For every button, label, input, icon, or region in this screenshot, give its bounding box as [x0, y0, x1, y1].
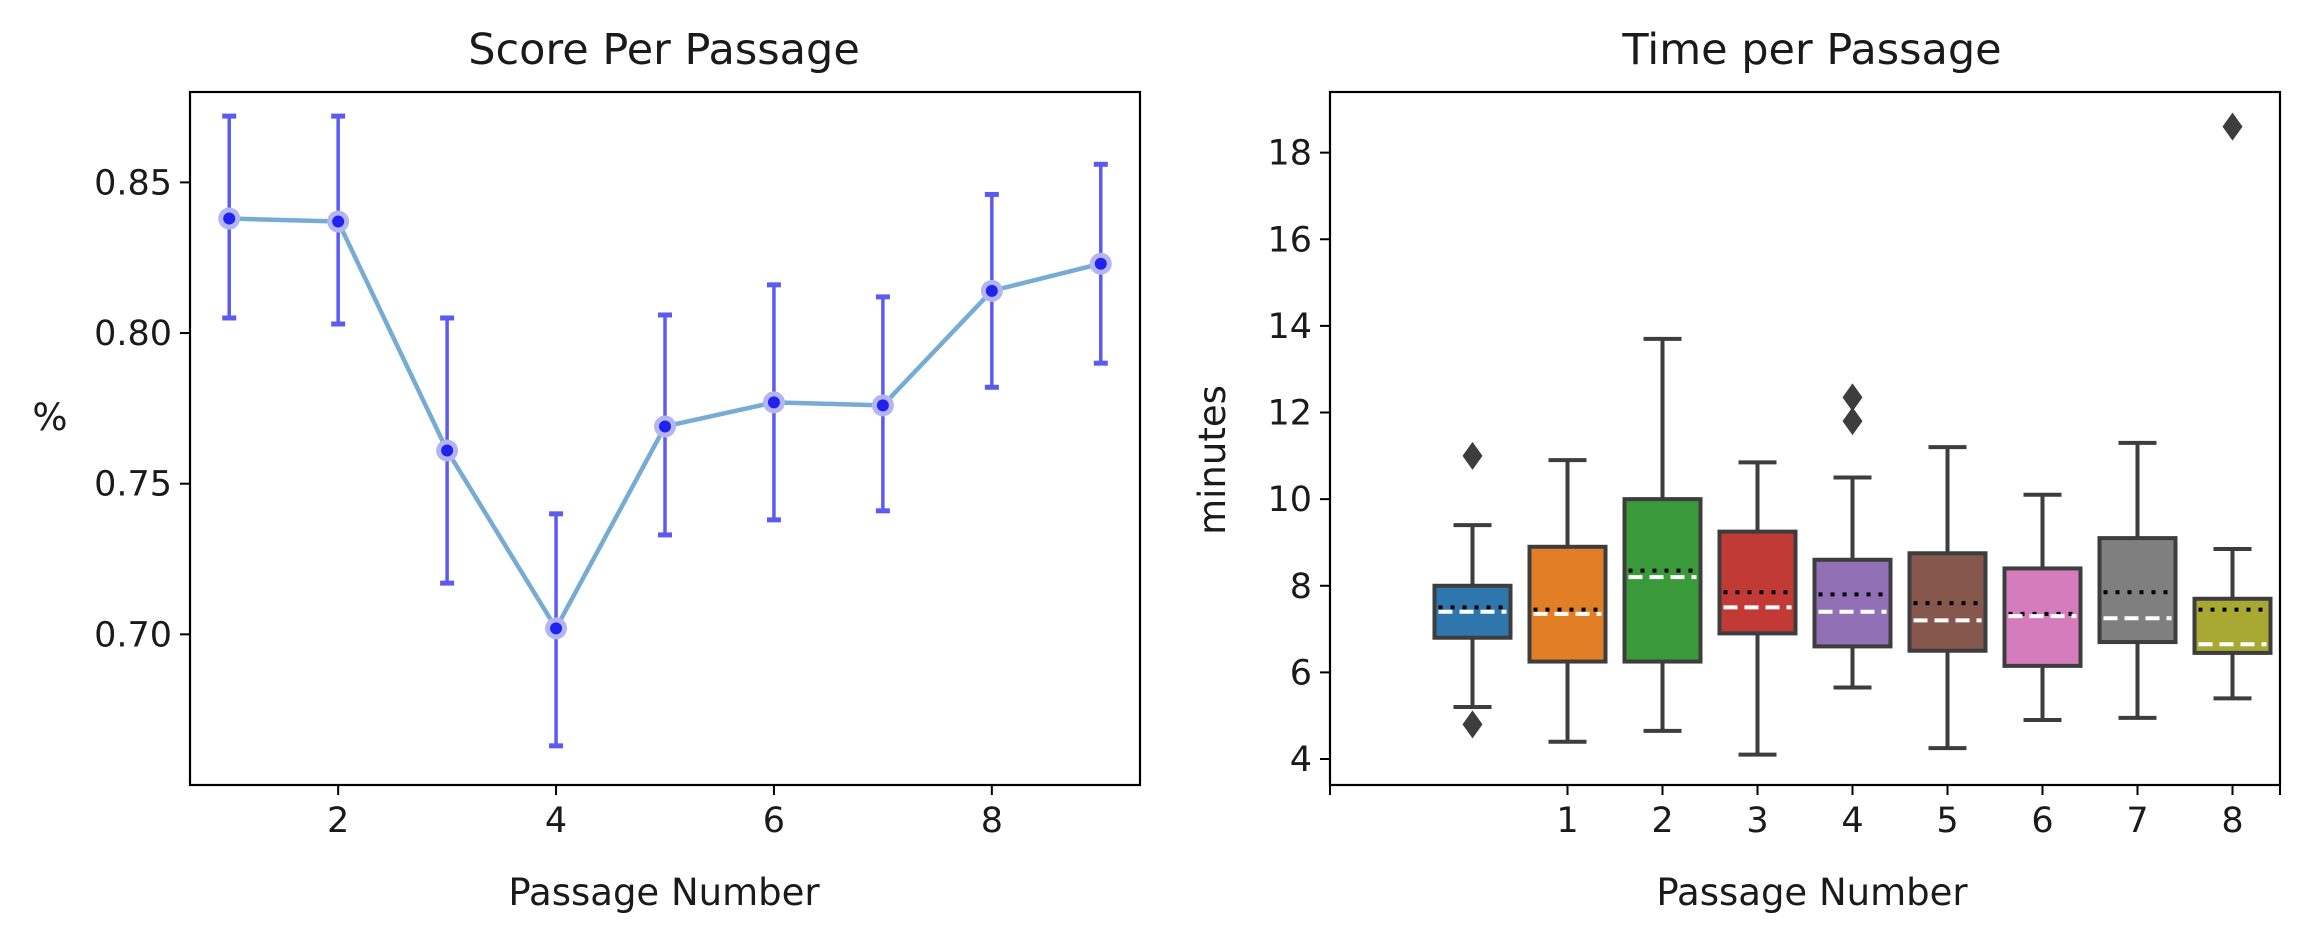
x-axis-label: Passage Number	[508, 871, 820, 914]
outlier-point	[1462, 710, 1483, 739]
data-point	[767, 396, 780, 409]
x-tick-label: 3	[1746, 801, 1768, 841]
score-per-passage-chart: Score Per Passage Passage Number % 2 4 6 8 0…	[32, 25, 1142, 914]
y-tick-label: 0.70	[94, 615, 172, 655]
x-tick-label: 4	[545, 801, 567, 841]
y-tick-label: 0.80	[94, 314, 172, 354]
outlier-point	[1842, 383, 1863, 412]
box	[1527, 544, 1608, 664]
x-tick-label: 6	[763, 801, 785, 841]
x-tick-label: 7	[2126, 801, 2148, 841]
y-tick-label: 0.85	[94, 163, 172, 203]
data-point	[332, 215, 345, 228]
x-tick-label: 2	[1651, 801, 1673, 841]
x-tick-label: 6	[2031, 801, 2053, 841]
plot-frame	[188, 90, 1142, 787]
y-tick-label: 10	[1267, 480, 1312, 520]
outlier-point	[1842, 407, 1863, 436]
x-tick-label: 8	[2221, 801, 2243, 841]
time-per-passage-chart: Time per Passage Passage Number minutes …	[1191, 25, 2282, 914]
x-tick-label: 4	[1841, 801, 1863, 841]
y-axis-label: %	[32, 396, 67, 439]
y-tick-label: 6	[1290, 653, 1312, 693]
chart-title: Time per Passage	[1621, 25, 2001, 75]
data-point	[985, 284, 998, 297]
x-axis-label: Passage Number	[1656, 871, 1968, 914]
data-point	[441, 444, 454, 457]
plot-frame	[1328, 90, 2282, 787]
y-tick-label: 14	[1267, 307, 1312, 347]
box	[1717, 529, 1798, 636]
y-tick-label: 4	[1290, 740, 1312, 780]
data-point	[659, 420, 671, 433]
x-tick-label: 1	[1556, 801, 1578, 841]
x-tick-label: 8	[981, 801, 1003, 841]
box	[1907, 551, 1988, 653]
plot-area: 2 4 6 8 0.70 0.75 0.80 0.85	[94, 90, 1142, 841]
y-tick-label: 8	[1290, 567, 1312, 607]
box	[1622, 497, 1703, 664]
box	[2097, 536, 2178, 645]
outlier-point	[2222, 112, 2243, 141]
y-axis-label: minutes	[1191, 385, 1234, 535]
y-tick-label: 12	[1267, 394, 1312, 434]
data-point	[223, 212, 236, 225]
data-point	[876, 399, 889, 412]
y-tick-label: 0.75	[94, 465, 172, 505]
data-point	[550, 622, 563, 635]
x-tick-label: 2	[327, 801, 349, 841]
y-tick-label: 16	[1267, 220, 1312, 260]
data-point	[1094, 257, 1107, 270]
chart-title: Score Per Passage	[468, 25, 860, 75]
y-tick-label: 18	[1267, 134, 1312, 174]
outlier-point	[1462, 441, 1483, 470]
box	[1812, 557, 1893, 649]
x-tick-label: 5	[1936, 801, 1958, 841]
